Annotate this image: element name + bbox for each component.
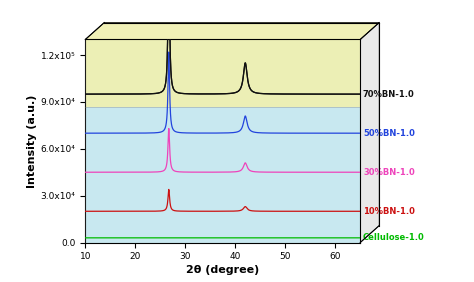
Text: 70%BN-1.0: 70%BN-1.0 xyxy=(363,90,415,99)
Text: Cellulose-1.0: Cellulose-1.0 xyxy=(363,233,425,242)
Text: 50%BN-1.0: 50%BN-1.0 xyxy=(363,129,415,138)
Y-axis label: Intensity (a.u.): Intensity (a.u.) xyxy=(27,94,36,188)
FancyBboxPatch shape xyxy=(85,39,360,107)
Text: 10%BN-1.0: 10%BN-1.0 xyxy=(363,207,415,216)
Text: 30%BN-1.0: 30%BN-1.0 xyxy=(363,168,415,177)
X-axis label: 2θ (degree): 2θ (degree) xyxy=(186,265,259,276)
